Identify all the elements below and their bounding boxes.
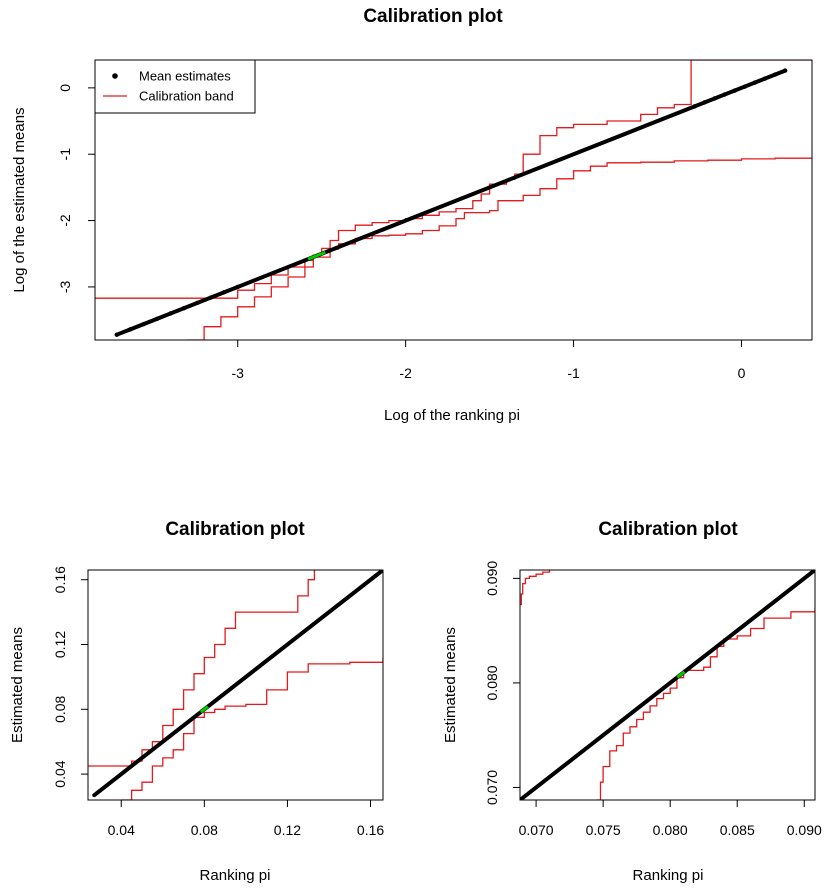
mean-estimate-point xyxy=(762,76,768,81)
highlight-mark xyxy=(676,670,686,679)
mean-estimate-point xyxy=(702,100,707,105)
y-tick-label: 0.16 xyxy=(52,566,68,593)
mean-estimates-line xyxy=(114,68,788,337)
legend-entry-label: Mean estimates xyxy=(139,69,231,84)
y-tick-label: 0.080 xyxy=(484,665,500,700)
y-axis-label: Estimated means xyxy=(442,627,459,743)
x-axis-label: Ranking pi xyxy=(633,867,704,884)
mean-estimate-point xyxy=(782,68,788,73)
chart-panel-2: 0.04 0.08 0.12 0.16 0.04 0.08 0.12 0.16 Calibrat… xyxy=(9,519,384,884)
mean-estimate-point xyxy=(114,332,120,337)
calibration-band-lower xyxy=(187,157,812,340)
plot-area xyxy=(95,60,812,340)
x-tick-label: -2 xyxy=(399,365,412,381)
y-tick-label: 0.090 xyxy=(484,561,500,596)
highlight-mark xyxy=(199,705,209,714)
mean-estimate-point xyxy=(168,311,173,316)
mean-estimate-point xyxy=(712,96,717,101)
mean-estimates-line xyxy=(520,570,815,800)
x-axis-label: Ranking pi xyxy=(200,867,271,884)
y-tick-label: 0.04 xyxy=(52,760,68,787)
mean-estimate-point xyxy=(722,92,727,97)
x-tick-label: 0.085 xyxy=(720,822,755,838)
mean-estimate-point xyxy=(181,305,187,311)
x-tick-label: 0.070 xyxy=(519,822,554,838)
x-tick-label: 0.080 xyxy=(653,822,688,838)
plot-area xyxy=(520,570,815,800)
x-tick-label: -3 xyxy=(232,365,245,381)
calibration-band-upper xyxy=(520,570,551,606)
mean-estimate-point xyxy=(742,84,748,89)
chart-panel-1: -3 -2 -1 0 -3 -2 -1 0 Calibration plot Log of the… xyxy=(11,6,813,424)
mean-estimate-point xyxy=(752,80,758,85)
y-tick-label: -2 xyxy=(57,214,73,227)
chart-title: Calibration plot xyxy=(598,519,738,540)
y-tick-label: 0.070 xyxy=(484,770,500,805)
legend-point-symbol xyxy=(112,73,118,79)
mean-estimate-point xyxy=(772,72,778,77)
plot-frame xyxy=(87,569,384,801)
y-axis-label: Log of the estimated means xyxy=(11,107,28,292)
y-tick-label: 0 xyxy=(57,84,73,92)
y-axis-label: Estimated means xyxy=(9,627,26,743)
x-tick-label: -1 xyxy=(567,365,580,381)
y-tick-label: -1 xyxy=(57,148,73,161)
legend-box xyxy=(94,59,256,114)
mean-estimate-point xyxy=(141,321,146,327)
x-tick-label: 0.090 xyxy=(787,822,822,838)
x-tick-label: 0 xyxy=(738,365,746,381)
y-tick-label: 0.08 xyxy=(52,695,68,722)
legend: Mean estimates Calibration band xyxy=(94,59,256,114)
calibration-band-upper xyxy=(95,60,812,299)
x-axis-label: Log of the ranking pi xyxy=(384,407,520,424)
mean-estimates-line xyxy=(92,570,383,798)
x-tick-label: 0.16 xyxy=(357,822,384,838)
plot-frame xyxy=(94,59,813,341)
chart-title: Calibration plot xyxy=(165,519,305,540)
calibration-band-upper xyxy=(88,570,316,767)
chart-panel-3: 0.070 0.075 0.080 0.085 0.090 0.070 0.080 0.090… xyxy=(442,519,822,884)
mean-estimate-point xyxy=(235,284,240,290)
x-tick-label: 0.075 xyxy=(586,822,621,838)
mean-estimate-point xyxy=(128,327,133,332)
plot-frame xyxy=(519,569,816,801)
y-tick-label: 0.12 xyxy=(52,631,68,658)
mean-estimate-point xyxy=(222,290,227,295)
calibration-band-lower xyxy=(121,657,383,800)
x-tick-label: 0.04 xyxy=(108,822,135,838)
highlight-mark xyxy=(307,250,326,261)
mean-estimate-point xyxy=(208,295,214,300)
y-tick-label: -3 xyxy=(57,280,73,293)
legend-entry-label: Calibration band xyxy=(139,89,234,104)
x-tick-label: 0.08 xyxy=(191,822,218,838)
calibration-band-lower xyxy=(596,607,815,800)
x-tick-label: 0.12 xyxy=(274,822,301,838)
plot-area xyxy=(88,570,383,800)
mean-estimate-point xyxy=(692,104,697,109)
mean-estimate-point xyxy=(154,316,160,321)
mean-estimate-point xyxy=(195,300,200,306)
chart-title: Calibration plot xyxy=(363,6,503,27)
mean-estimate-point xyxy=(732,88,737,93)
